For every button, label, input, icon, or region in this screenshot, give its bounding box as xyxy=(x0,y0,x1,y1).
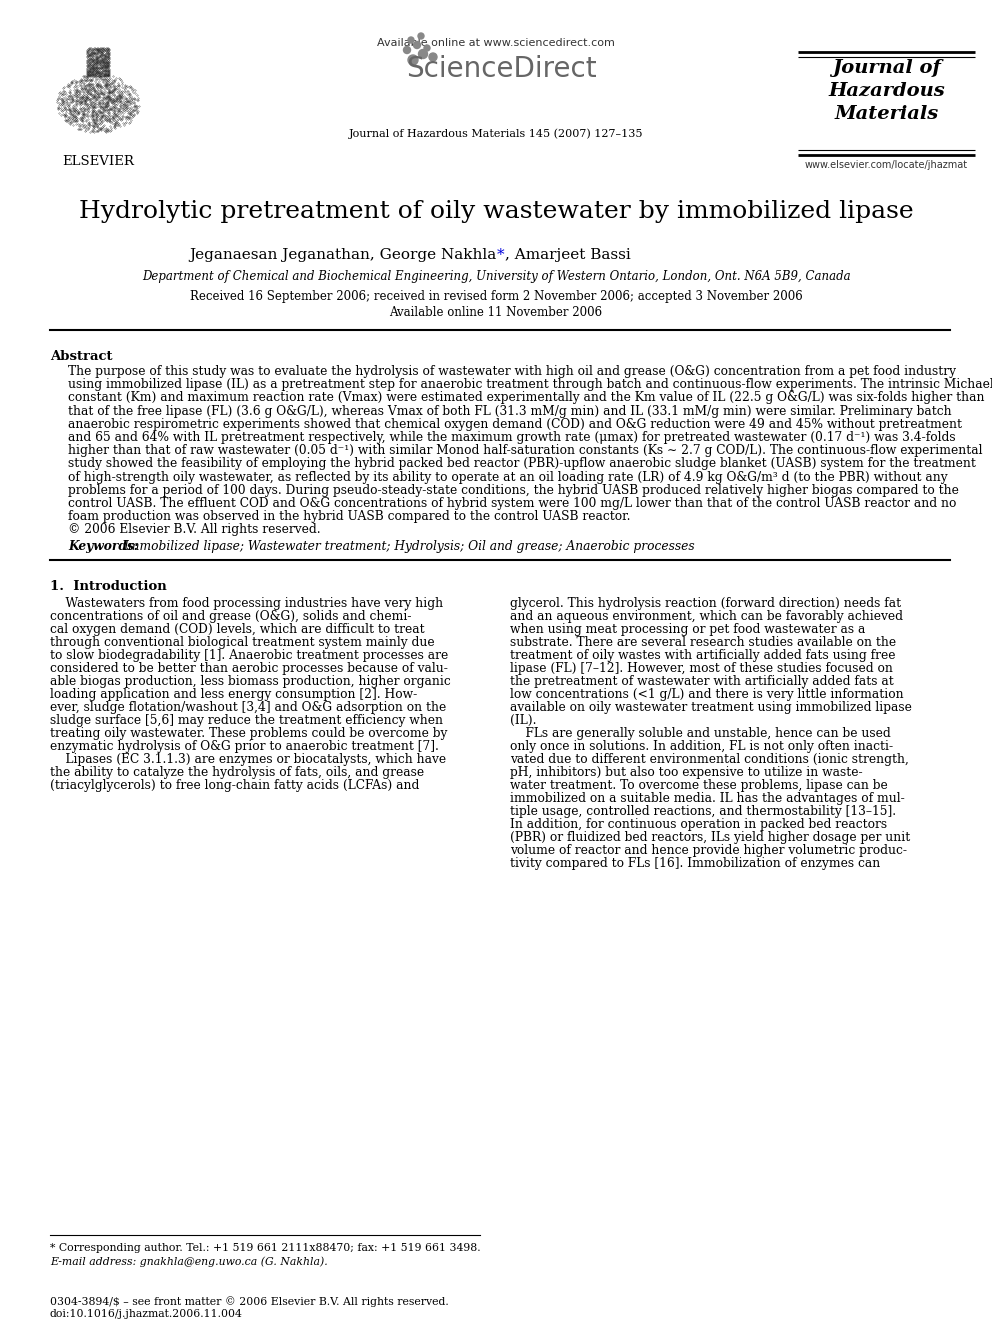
Text: water treatment. To overcome these problems, lipase can be: water treatment. To overcome these probl… xyxy=(510,779,888,791)
Text: treating oily wastewater. These problems could be overcome by: treating oily wastewater. These problems… xyxy=(50,726,447,740)
Text: tivity compared to FLs [16]. Immobilization of enzymes can: tivity compared to FLs [16]. Immobilizat… xyxy=(510,856,880,869)
Text: Available online 11 November 2006: Available online 11 November 2006 xyxy=(390,306,602,319)
Text: Hazardous: Hazardous xyxy=(828,82,944,101)
Text: substrate. There are several research studies available on the: substrate. There are several research st… xyxy=(510,635,896,648)
Text: low concentrations (<1 g/L) and there is very little information: low concentrations (<1 g/L) and there is… xyxy=(510,688,904,701)
Text: Jeganaesan Jeganathan, George Nakhla: Jeganaesan Jeganathan, George Nakhla xyxy=(188,247,496,262)
Text: , Amarjeet Bassi: , Amarjeet Bassi xyxy=(505,247,631,262)
Text: 1.  Introduction: 1. Introduction xyxy=(50,579,167,593)
Text: constant (Km) and maximum reaction rate (Vmax) were estimated experimentally and: constant (Km) and maximum reaction rate … xyxy=(68,392,984,405)
Text: Available online at www.sciencedirect.com: Available online at www.sciencedirect.co… xyxy=(377,38,615,48)
Text: Received 16 September 2006; received in revised form 2 November 2006; accepted 3: Received 16 September 2006; received in … xyxy=(189,290,803,303)
Text: doi:10.1016/j.jhazmat.2006.11.004: doi:10.1016/j.jhazmat.2006.11.004 xyxy=(50,1308,243,1319)
Circle shape xyxy=(408,37,414,44)
Text: sludge surface [5,6] may reduce the treatment efficiency when: sludge surface [5,6] may reduce the trea… xyxy=(50,713,443,726)
Text: able biogas production, less biomass production, higher organic: able biogas production, less biomass pro… xyxy=(50,675,450,688)
Text: vated due to different environmental conditions (ionic strength,: vated due to different environmental con… xyxy=(510,753,909,766)
Text: treatment of oily wastes with artificially added fats using free: treatment of oily wastes with artificial… xyxy=(510,648,896,662)
Text: ever, sludge flotation/washout [3,4] and O&G adsorption on the: ever, sludge flotation/washout [3,4] and… xyxy=(50,701,446,713)
Text: control UASB. The effluent COD and O&G concentrations of hybrid system were 100 : control UASB. The effluent COD and O&G c… xyxy=(68,497,956,509)
Text: * Corresponding author. Tel.: +1 519 661 2111x88470; fax: +1 519 661 3498.: * Corresponding author. Tel.: +1 519 661… xyxy=(50,1244,481,1253)
Text: In addition, for continuous operation in packed bed reactors: In addition, for continuous operation in… xyxy=(510,818,887,831)
Circle shape xyxy=(404,46,411,53)
Text: lipase (FL) [7–12]. However, most of these studies focused on: lipase (FL) [7–12]. However, most of the… xyxy=(510,662,893,675)
FancyBboxPatch shape xyxy=(28,34,168,140)
Text: foam production was observed in the hybrid UASB compared to the control UASB rea: foam production was observed in the hybr… xyxy=(68,511,631,523)
Text: Jeganaesan Jeganathan, George Nakhla¹, Amarjeet Bassi: Jeganaesan Jeganathan, George Nakhla¹, A… xyxy=(277,247,715,263)
Text: www.elsevier.com/locate/jhazmat: www.elsevier.com/locate/jhazmat xyxy=(805,160,968,169)
Text: the ability to catalyze the hydrolysis of fats, oils, and grease: the ability to catalyze the hydrolysis o… xyxy=(50,766,425,779)
Text: anaerobic respirometric experiments showed that chemical oxygen demand (COD) and: anaerobic respirometric experiments show… xyxy=(68,418,962,431)
Text: enzymatic hydrolysis of O&G prior to anaerobic treatment [7].: enzymatic hydrolysis of O&G prior to ana… xyxy=(50,740,438,753)
Text: using immobilized lipase (IL) as a pretreatment step for anaerobic treatment thr: using immobilized lipase (IL) as a pretr… xyxy=(68,378,992,392)
Text: glycerol. This hydrolysis reaction (forward direction) needs fat: glycerol. This hydrolysis reaction (forw… xyxy=(510,597,901,610)
Text: ELSEVIER: ELSEVIER xyxy=(62,155,134,168)
Text: (IL).: (IL). xyxy=(510,713,537,726)
Text: the pretreatment of wastewater with artificially added fats at: the pretreatment of wastewater with arti… xyxy=(510,675,894,688)
Text: FLs are generally soluble and unstable, hence can be used: FLs are generally soluble and unstable, … xyxy=(510,726,891,740)
Text: volume of reactor and hence provide higher volumetric produc-: volume of reactor and hence provide high… xyxy=(510,844,907,856)
Text: immobilized on a suitable media. IL has the advantages of mul-: immobilized on a suitable media. IL has … xyxy=(510,791,905,804)
Text: and an aqueous environment, which can be favorably achieved: and an aqueous environment, which can be… xyxy=(510,610,903,623)
Text: (PBR) or fluidized bed reactors, ILs yield higher dosage per unit: (PBR) or fluidized bed reactors, ILs yie… xyxy=(510,831,911,844)
Text: to slow biodegradability [1]. Anaerobic treatment processes are: to slow biodegradability [1]. Anaerobic … xyxy=(50,648,448,662)
Text: Lipases (EC 3.1.1.3) are enzymes or biocatalysts, which have: Lipases (EC 3.1.1.3) are enzymes or bioc… xyxy=(50,753,446,766)
Circle shape xyxy=(418,33,424,38)
Text: *: * xyxy=(497,247,505,262)
Circle shape xyxy=(408,56,418,65)
Text: Journal of: Journal of xyxy=(832,60,941,77)
Text: ScienceDirect: ScienceDirect xyxy=(406,56,596,83)
Text: loading application and less energy consumption [2]. How-: loading application and less energy cons… xyxy=(50,688,418,701)
Text: pH, inhibitors) but also too expensive to utilize in waste-: pH, inhibitors) but also too expensive t… xyxy=(510,766,863,779)
Text: 0304-3894/$ – see front matter © 2006 Elsevier B.V. All rights reserved.: 0304-3894/$ – see front matter © 2006 El… xyxy=(50,1297,448,1307)
Circle shape xyxy=(424,45,430,52)
Text: Journal of Hazardous Materials 145 (2007) 127–135: Journal of Hazardous Materials 145 (2007… xyxy=(349,128,643,139)
Text: Keywords:: Keywords: xyxy=(68,540,147,553)
Text: cal oxygen demand (COD) levels, which are difficult to treat: cal oxygen demand (COD) levels, which ar… xyxy=(50,623,425,635)
Text: Immobilized lipase; Wastewater treatment; Hydrolysis; Oil and grease; Anaerobic : Immobilized lipase; Wastewater treatment… xyxy=(123,540,694,553)
Text: Materials: Materials xyxy=(834,105,938,123)
Text: (triacylglycerols) to free long-chain fatty acids (LCFAs) and: (triacylglycerols) to free long-chain fa… xyxy=(50,779,420,791)
Text: © 2006 Elsevier B.V. All rights reserved.: © 2006 Elsevier B.V. All rights reserved… xyxy=(68,524,320,536)
Text: E-mail address: gnakhla@eng.uwo.ca (G. Nakhla).: E-mail address: gnakhla@eng.uwo.ca (G. N… xyxy=(50,1256,327,1266)
Text: problems for a period of 100 days. During pseudo-steady-state conditions, the hy: problems for a period of 100 days. Durin… xyxy=(68,484,959,497)
Text: when using meat processing or pet food wastewater as a: when using meat processing or pet food w… xyxy=(510,623,865,635)
Text: Department of Chemical and Biochemical Engineering, University of Western Ontari: Department of Chemical and Biochemical E… xyxy=(142,270,850,283)
Text: considered to be better than aerobic processes because of valu-: considered to be better than aerobic pro… xyxy=(50,662,447,675)
Text: Wastewaters from food processing industries have very high: Wastewaters from food processing industr… xyxy=(50,597,443,610)
Text: concentrations of oil and grease (O&G), solids and chemi-: concentrations of oil and grease (O&G), … xyxy=(50,610,412,623)
Text: Abstract: Abstract xyxy=(50,351,112,363)
Text: The purpose of this study was to evaluate the hydrolysis of wastewater with high: The purpose of this study was to evaluat… xyxy=(68,365,956,378)
Circle shape xyxy=(414,41,421,49)
Text: higher than that of raw wastewater (0.05 d⁻¹) with similar Monod half-saturation: higher than that of raw wastewater (0.05… xyxy=(68,445,982,458)
Text: and 65 and 64% with IL pretreatment respectively, while the maximum growth rate : and 65 and 64% with IL pretreatment resp… xyxy=(68,431,955,445)
Text: tiple usage, controlled reactions, and thermostability [13–15].: tiple usage, controlled reactions, and t… xyxy=(510,804,896,818)
Text: of high-strength oily wastewater, as reflected by its ability to operate at an o: of high-strength oily wastewater, as ref… xyxy=(68,471,947,484)
Text: only once in solutions. In addition, FL is not only often inacti-: only once in solutions. In addition, FL … xyxy=(510,740,893,753)
Text: available on oily wastewater treatment using immobilized lipase: available on oily wastewater treatment u… xyxy=(510,701,912,713)
Circle shape xyxy=(419,49,428,58)
Text: Hydrolytic pretreatment of oily wastewater by immobilized lipase: Hydrolytic pretreatment of oily wastewat… xyxy=(78,200,914,224)
Circle shape xyxy=(429,53,437,61)
Text: that of the free lipase (FL) (3.6 g O&G/L), whereas Vmax of both FL (31.3 mM/g m: that of the free lipase (FL) (3.6 g O&G/… xyxy=(68,405,951,418)
Text: through conventional biological treatment system mainly due: through conventional biological treatmen… xyxy=(50,635,434,648)
Text: study showed the feasibility of employing the hybrid packed bed reactor (PBR)-up: study showed the feasibility of employin… xyxy=(68,458,976,471)
